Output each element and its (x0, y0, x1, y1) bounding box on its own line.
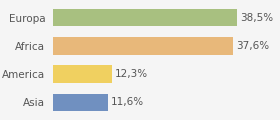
Text: 38,5%: 38,5% (240, 13, 273, 23)
Bar (53, 37, 233, 55)
Bar (53, 94, 108, 111)
Text: 37,6%: 37,6% (236, 41, 269, 51)
Text: 12,3%: 12,3% (115, 69, 148, 79)
Bar (53, 65, 112, 83)
Text: 11,6%: 11,6% (111, 97, 144, 107)
Bar (53, 9, 237, 26)
